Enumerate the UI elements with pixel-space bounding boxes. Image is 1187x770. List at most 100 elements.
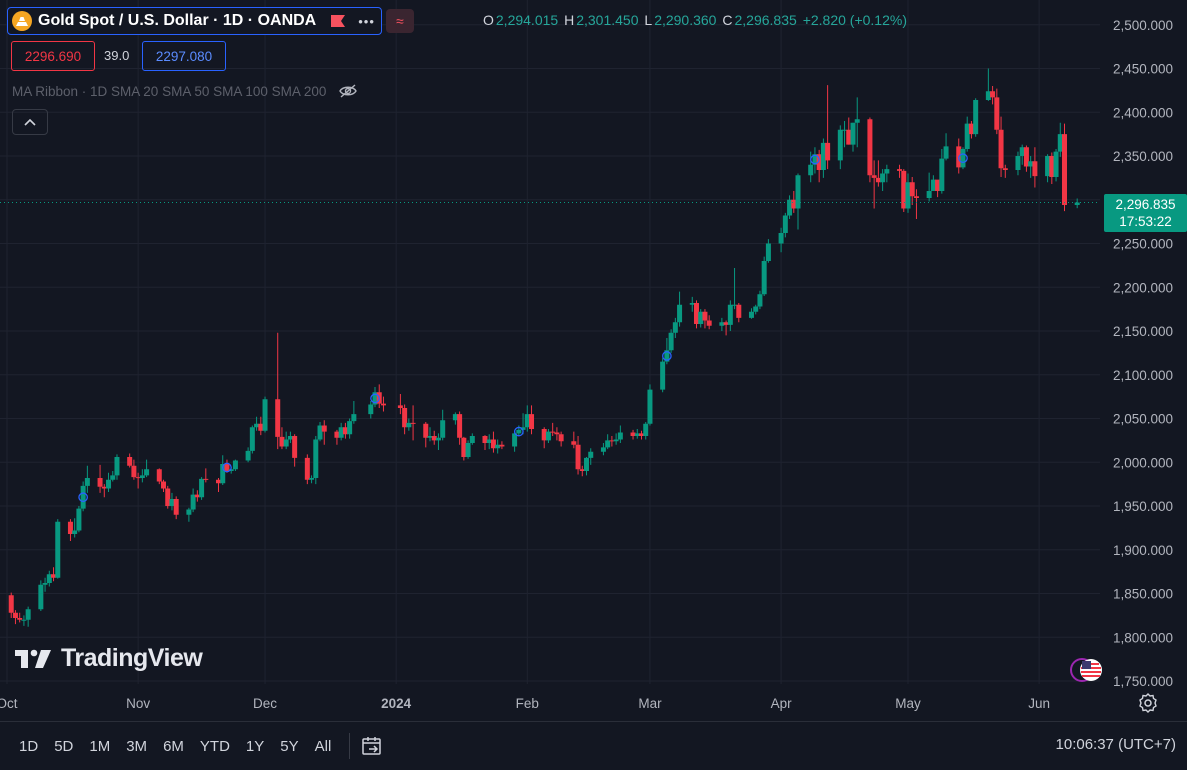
events-flag-icon[interactable] [1069, 657, 1103, 683]
candle-body [72, 530, 78, 534]
candle-body [672, 322, 678, 333]
candle-body [490, 439, 496, 449]
range-1y-button[interactable]: 1Y [245, 737, 265, 755]
price-tick-label: 2,400.000 [1113, 105, 1173, 120]
candlestick-chart[interactable]: 1,750.000 1,800.000 1,850.000 1,900.000 1,95… [0, 0, 1187, 721]
range-5y-button[interactable]: 5Y [280, 737, 299, 755]
candle-body [782, 215, 788, 233]
go-to-date-icon[interactable] [360, 734, 384, 758]
candle-body [529, 414, 535, 429]
candle-body [287, 436, 293, 440]
candle-body [156, 469, 162, 482]
candle-body [144, 469, 150, 476]
candle-body [1045, 156, 1051, 177]
candle-body [550, 431, 556, 433]
candle-body [342, 427, 348, 435]
symbol-search-box[interactable]: Gold Spot / U.S. Dollar · 1D · OANDA ••• [7, 7, 382, 35]
close-label: C [722, 12, 733, 28]
candle-body [939, 158, 945, 191]
range-ytd-button[interactable]: YTD [199, 737, 230, 755]
price-axis[interactable]: 1,750.000 1,800.000 1,850.000 1,900.000 1,95… [1113, 18, 1173, 689]
buy-button[interactable]: 2297.080 [142, 41, 226, 71]
symbol-legend: Gold Spot / U.S. Dollar · 1D · OANDA •••… [7, 7, 414, 35]
gear-icon[interactable] [1137, 692, 1159, 714]
range-3m-button[interactable]: 3M [126, 737, 148, 755]
high-value: 2,301.450 [576, 12, 639, 28]
price-tick-label: 2,450.000 [1113, 62, 1173, 77]
grid-lines [0, 0, 1100, 684]
candle-body [584, 457, 590, 471]
candle-body [397, 405, 403, 408]
candle-body [664, 350, 670, 362]
price-tick-label: 2,100.000 [1113, 368, 1173, 383]
price-tick-label: 1,800.000 [1113, 630, 1173, 645]
price-tick-label: 1,900.000 [1113, 543, 1173, 558]
eye-off-icon[interactable] [338, 83, 358, 99]
candle-body [380, 403, 386, 406]
candle-body [97, 478, 103, 487]
toolbar-divider [349, 733, 351, 759]
price-tick-label: 1,750.000 [1113, 674, 1173, 689]
price-tick-label: 2,150.000 [1113, 324, 1173, 339]
price-tick-label: 1,850.000 [1113, 587, 1173, 602]
candle-body [935, 179, 941, 191]
candle-body [17, 618, 23, 620]
candle-body [985, 91, 991, 100]
candle-body [913, 196, 919, 198]
candle-body [579, 469, 585, 471]
candle-body [520, 427, 526, 430]
more-options-icon[interactable]: ••• [358, 13, 375, 29]
compare-icon[interactable]: ≈ [385, 9, 414, 33]
range-all-button[interactable]: All [314, 737, 332, 755]
candle-body [524, 414, 530, 428]
candle-body [12, 612, 18, 618]
candle-body [203, 478, 209, 480]
candle-body [461, 437, 467, 457]
candle-body [516, 429, 522, 434]
candle-body [778, 233, 784, 244]
candle-body [757, 294, 763, 307]
candle-body [42, 583, 48, 585]
high-label: H [564, 12, 575, 28]
candle-body [127, 457, 133, 466]
range-5d-button[interactable]: 5D [54, 737, 74, 755]
candle-body [600, 447, 606, 452]
timezone-clock[interactable]: 10:06:37 (UTC+7) [1055, 736, 1176, 753]
range-6m-button[interactable]: 6M [163, 737, 184, 755]
collapse-legend-button[interactable] [12, 109, 48, 135]
candle-body [245, 450, 251, 461]
candle-body [220, 464, 226, 484]
range-1m-button[interactable]: 1M [89, 737, 111, 755]
candle-body [706, 320, 712, 326]
flag-icon[interactable] [330, 14, 346, 28]
candle-body [723, 322, 729, 325]
price-tick-label: 2,000.000 [1113, 455, 1173, 470]
candle-body [1032, 161, 1038, 177]
indicator-legend[interactable]: MA Ribbon · 1D SMA 20 SMA 50 SMA 100 SMA… [12, 83, 358, 99]
range-1d-button[interactable]: 1D [19, 737, 39, 755]
candle-body [575, 444, 581, 470]
candle-body [630, 432, 636, 436]
candle-body [554, 432, 560, 435]
candle-body [736, 304, 742, 318]
candle-body [512, 433, 518, 447]
candle-body [748, 311, 754, 318]
candle-body [228, 469, 234, 471]
candle-body [808, 164, 814, 176]
candle-body [884, 169, 890, 174]
candle-body [1002, 168, 1008, 170]
tradingview-watermark: TradingView [15, 644, 203, 673]
candle-body [973, 100, 979, 135]
candle-body [249, 427, 255, 451]
candle-body [427, 436, 433, 438]
sell-button[interactable]: 2296.690 [11, 41, 95, 71]
time-tick-label: Oct [0, 696, 18, 711]
time-axis[interactable]: Oct Nov Dec 2024 Feb Mar Apr May Jun [0, 696, 1050, 711]
indicator-label: MA Ribbon · 1D SMA 20 SMA 50 SMA 100 SMA… [12, 83, 327, 99]
candle-body [634, 433, 640, 436]
candle-body [38, 584, 44, 610]
candle-body [25, 609, 31, 620]
candle-body [106, 479, 112, 489]
candle-body [435, 437, 441, 441]
candle-body [486, 439, 492, 443]
